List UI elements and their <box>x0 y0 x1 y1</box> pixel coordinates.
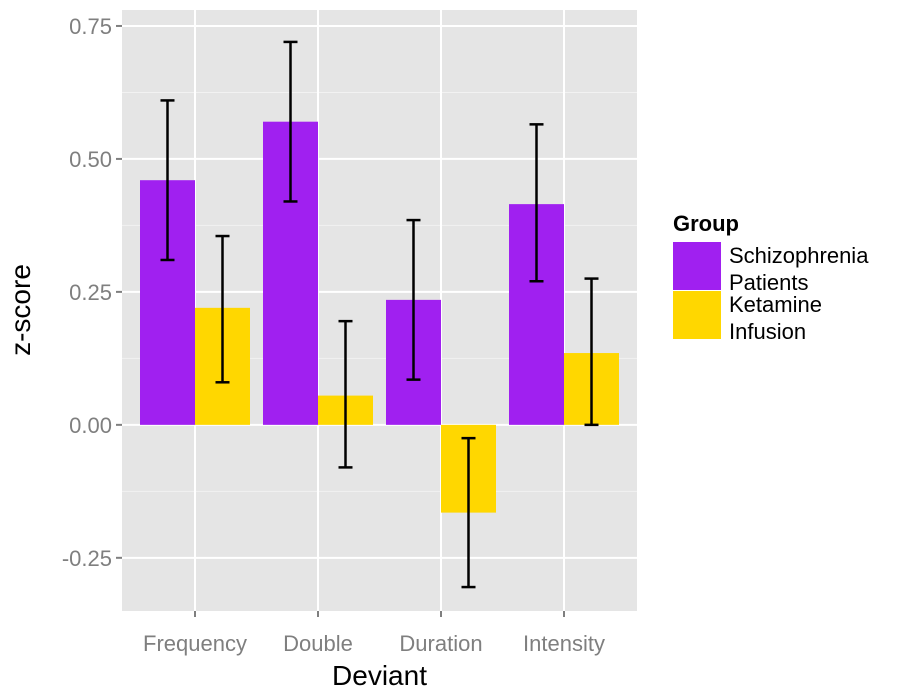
error-bar <box>529 123 544 283</box>
x-tick-label: Double <box>283 631 353 656</box>
error-bar <box>461 436 476 589</box>
x-tick-label: Intensity <box>523 631 605 656</box>
y-tick-label: 0.00 <box>69 413 112 438</box>
y-tick-label: 0.50 <box>69 147 112 172</box>
legend-label: Ketamine <box>729 292 822 317</box>
legend-title: Group <box>673 211 739 236</box>
error-bars <box>160 40 599 589</box>
legend: Group SchizophreniaPatientsKetamineInfus… <box>673 211 869 344</box>
x-axis-title: Deviant <box>332 660 427 691</box>
x-tick-label: Duration <box>399 631 482 656</box>
error-bar <box>283 40 298 203</box>
y-axis: -0.25 0.00 0.25 0.50 0.75 <box>62 14 122 571</box>
y-tick-label: 0.75 <box>69 14 112 39</box>
error-bar <box>584 277 599 427</box>
legend-key <box>673 291 721 339</box>
y-tick-label: -0.25 <box>62 546 112 571</box>
legend-label: Patients <box>729 270 809 295</box>
y-axis-title: z-score <box>5 264 36 356</box>
x-tick-label: Frequency <box>143 631 247 656</box>
error-bar <box>406 218 421 381</box>
x-axis: Frequency Double Duration Intensity <box>143 611 605 656</box>
legend-label: Infusion <box>729 319 806 344</box>
y-tick-label: 0.25 <box>69 280 112 305</box>
error-bar <box>160 99 175 262</box>
error-bar <box>338 319 353 469</box>
legend-key <box>673 242 721 290</box>
error-bar <box>215 234 230 384</box>
legend-label: Schizophrenia <box>729 243 869 268</box>
